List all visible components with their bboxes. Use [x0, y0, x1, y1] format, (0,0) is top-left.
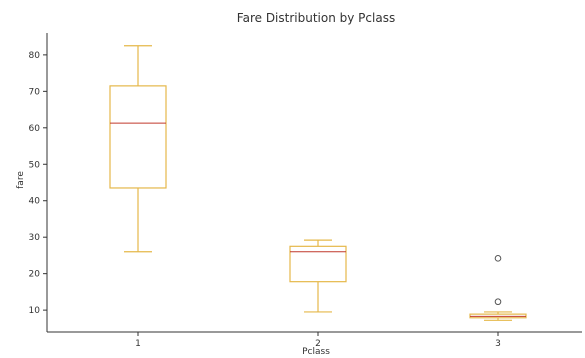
y-tick-label: 10 [29, 306, 41, 316]
y-tick-label: 70 [29, 87, 41, 97]
plot-area: 10 20 30 40 50 60 70 80 1 2 3 [29, 33, 582, 349]
y-tick-label: 80 [29, 51, 41, 61]
outlier-point [494, 255, 502, 262]
y-tick-label: 50 [29, 160, 41, 170]
y-axis-label: fare [16, 171, 26, 189]
box-iqr [289, 245, 347, 283]
y-tick-label: 60 [29, 124, 41, 134]
outlier-point [494, 298, 502, 306]
x-tick-label: 2 [315, 339, 321, 349]
x-tick-label: 1 [135, 339, 141, 349]
x-axis-label: Pclass [302, 347, 330, 357]
y-tick-label: 30 [29, 233, 41, 243]
y-tick-label: 40 [29, 197, 41, 207]
x-tick-label: 3 [495, 339, 501, 349]
y-tick-label: 20 [29, 270, 41, 280]
chart-title: Fare Distribution by Pclass [237, 11, 395, 25]
box-iqr [109, 85, 167, 189]
